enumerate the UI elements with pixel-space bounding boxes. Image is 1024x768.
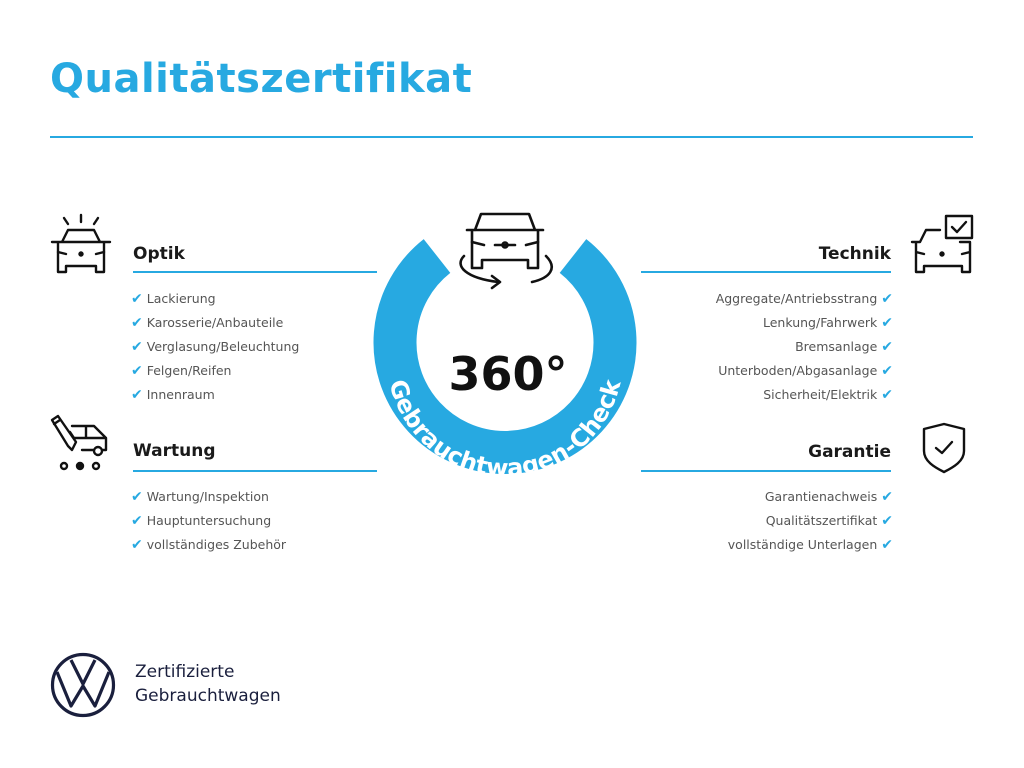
car-checkbox-icon [910,214,974,274]
list-item: Aggregate/Antriebsstrang ✔ [715,291,893,307]
check-icon: ✔ [131,339,143,355]
section-divider-garantie [641,470,891,472]
check-icon: ✔ [881,315,893,331]
car-rotate-icon [459,212,553,290]
list-item: ✔ Innenraum [131,387,215,403]
service-van-icon [50,414,108,471]
list-item: Qualitätszertifikat ✔ [765,513,893,529]
list-item: Unterboden/Abgasanlage ✔ [718,363,893,379]
check-icon: ✔ [881,291,893,307]
check-icon: ✔ [881,537,893,553]
check-icon: ✔ [131,489,143,505]
check-icon: ✔ [131,387,143,403]
title-divider [50,136,973,138]
brand-line-2: Gebrauchtwagen [135,686,281,706]
check-icon: ✔ [131,363,143,379]
shield-check-icon [922,422,966,474]
check-icon: ✔ [131,291,143,307]
list-item: ✔ vollständiges Zubehör [131,537,287,553]
gebrauchtwagen-check-badge: Gebrauchtwagen-Check 360° [373,212,637,482]
list-item: Garantienachweis ✔ [764,489,893,505]
list-item: Bremsanlage ✔ [795,339,893,355]
optik-list: ✔ Lackierung ✔ Karosserie/Anbauteile ✔ Verg… [131,287,299,407]
brand-line-1: Zertifizierte [135,662,235,682]
vw-logo [50,652,116,718]
list-item: ✔ Karosserie/Anbauteile [131,315,284,331]
section-heading-garantie: Garantie [808,442,891,462]
list-item: ✔ Lackierung [131,291,216,307]
list-item: Sicherheit/Elektrik ✔ [763,387,893,403]
car-lights-icon [50,213,112,274]
section-divider-technik [641,271,891,273]
check-icon: ✔ [131,315,143,331]
list-item: ✔ Hauptuntersuchung [131,513,272,529]
section-divider-wartung [133,470,377,472]
section-heading-technik: Technik [818,244,891,264]
check-icon: ✔ [131,513,143,529]
list-item: vollständige Unterlagen ✔ [727,537,893,553]
ring-arc [373,239,637,474]
check-icon: ✔ [881,387,893,403]
degrees-label: 360° [448,347,567,401]
list-item: Lenkung/Fahrwerk ✔ [763,315,893,331]
section-heading-optik: Optik [133,244,185,264]
page-title: Qualitätszertifikat [50,56,473,102]
check-icon: ✔ [881,489,893,505]
check-icon: ✔ [881,513,893,529]
check-icon: ✔ [881,339,893,355]
garantie-list: Garantienachweis ✔ Qualitätszertifikat ✔ v… [728,485,893,557]
section-divider-optik [133,271,377,273]
list-item: ✔ Wartung/Inspektion [131,489,269,505]
wartung-list: ✔ Wartung/Inspektion ✔ Hauptuntersuchung ✔… [131,485,286,557]
section-heading-wartung: Wartung [133,441,216,461]
check-icon: ✔ [881,363,893,379]
brand-label: Zertifizierte Gebrauchtwagen [135,660,281,708]
technik-list: Aggregate/Antriebsstrang ✔ Lenkung/Fahrwe… [716,287,893,407]
list-item: ✔ Felgen/Reifen [131,363,232,379]
list-item: ✔ Verglasung/Beleuchtung [131,339,300,355]
check-icon: ✔ [131,537,143,553]
